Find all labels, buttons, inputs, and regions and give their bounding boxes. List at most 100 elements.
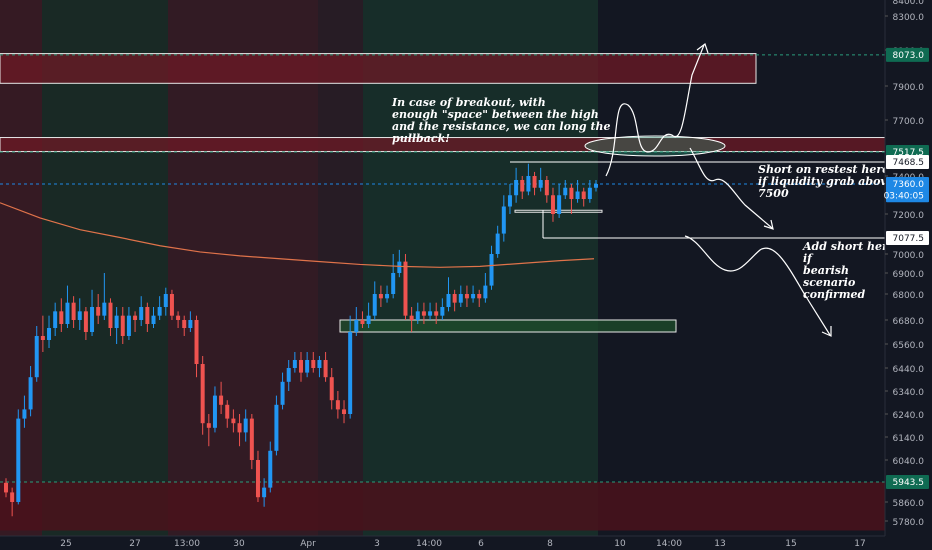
price-marker-label: 7360.0: [893, 180, 925, 190]
time-tick-label: 14:00: [416, 539, 442, 549]
candle-body: [40, 336, 45, 340]
candle-body: [415, 311, 420, 320]
add-short-note: Add short here if bearish scenario confirmed: [802, 240, 895, 301]
add-short-note-line: bearish: [803, 264, 849, 277]
price-tick-label: 6040.0: [893, 457, 925, 467]
candle-body: [452, 294, 457, 303]
candle-body: [348, 332, 353, 414]
price-tick-label: 7000.0: [893, 251, 925, 261]
breakout-arrowhead: [696, 43, 709, 54]
candle-body: [385, 294, 390, 299]
bottom-red-band: [0, 482, 885, 531]
short-note-line: if liquidity grab above: [758, 175, 894, 188]
candle-body: [102, 302, 107, 316]
breakout-note-line: enough "space" between the high: [392, 108, 599, 121]
candle-body: [108, 302, 113, 328]
breakout-arrow: [605, 44, 705, 177]
price-marker-label: 5943.5: [893, 478, 925, 488]
price-tick-label: 7200.0: [893, 211, 925, 221]
add-short-arrow: [684, 235, 831, 336]
candle-body: [514, 180, 519, 196]
candle-body: [231, 418, 236, 424]
time-tick-label: 3: [374, 539, 380, 549]
short-note: Short on restest here if liquidity grab a…: [758, 163, 894, 200]
session-band-2: [168, 0, 318, 536]
price-marker-bg: [886, 177, 929, 191]
price-marker-bg: [886, 155, 929, 169]
price-marker-label: 7517.5: [893, 148, 925, 158]
candle-body: [434, 311, 439, 316]
candle-body: [477, 294, 482, 299]
price-tick-label: 8300.0: [893, 13, 925, 23]
price-tick-label: 6340.0: [893, 388, 925, 398]
candle-body: [206, 423, 211, 428]
price-tick-label: 6900.0: [893, 270, 925, 280]
candle-body: [182, 320, 187, 328]
candle-body: [96, 307, 101, 316]
candle-body: [311, 360, 316, 368]
price-tick-label: 7700.0: [893, 117, 925, 127]
add-short-note-line: Add short here: [802, 240, 895, 253]
price-tick-label-top: 8400.0: [893, 0, 925, 7]
candle-body: [299, 360, 303, 373]
candle-body: [274, 404, 279, 451]
candle-body: [194, 320, 199, 364]
candle-body: [507, 195, 512, 207]
time-tick-label: 14:00: [656, 539, 682, 549]
short-note-line: Short on restest here: [758, 163, 889, 176]
candle-body: [292, 360, 297, 368]
short-arrow: [689, 147, 773, 229]
candle-body: [53, 311, 58, 328]
candle-body: [249, 418, 254, 460]
breakout-ellipse: [584, 135, 726, 157]
candle-body: [157, 307, 162, 316]
candle-body: [59, 311, 64, 324]
candle-body: [409, 315, 414, 320]
candle-body: [323, 360, 328, 378]
price-axis-panel: [885, 0, 932, 550]
candle-body: [28, 377, 33, 410]
candle-body: [569, 187, 574, 199]
time-tick-label: 25: [60, 539, 71, 549]
breakout-note-line: In case of breakout, with: [391, 96, 546, 109]
candle-body: [581, 191, 586, 199]
candle-body: [483, 285, 488, 299]
moving-average-line: [0, 202, 595, 268]
time-tick-label: 30: [233, 539, 245, 549]
add-short-note-line: confirmed: [803, 288, 865, 301]
candle-body: [489, 254, 494, 286]
candle-body: [342, 409, 347, 414]
candle-body: [520, 180, 525, 192]
candle-body: [268, 450, 273, 488]
time-axis-panel: [0, 536, 932, 550]
candle-body: [397, 261, 402, 273]
candle-body: [563, 187, 568, 196]
candle-body: [403, 261, 408, 316]
candle-body: [594, 184, 598, 188]
price-tick-label: 6140.0: [893, 434, 925, 444]
candle-body: [47, 328, 52, 340]
price-marker-bg: [886, 188, 929, 203]
candle-body: [305, 360, 310, 373]
candle-body: [169, 294, 174, 316]
price-marker-label: 8073.0: [893, 51, 925, 61]
candle-body: [587, 187, 592, 199]
candle-body: [421, 311, 426, 316]
candle-body: [83, 311, 88, 332]
session-band-1: [42, 0, 168, 536]
candle-body: [219, 395, 224, 405]
candle-body: [495, 233, 500, 254]
candle-body: [458, 294, 463, 303]
add-short-note-line: scenario: [803, 276, 855, 289]
candle-body: [65, 302, 70, 324]
candle-body: [243, 418, 248, 433]
candle-body: [22, 409, 27, 419]
candle-body: [77, 311, 82, 320]
candle-body: [114, 315, 119, 328]
price-marker-label: 7077.5: [893, 234, 925, 244]
candle-body: [329, 377, 334, 401]
candle-body: [526, 176, 531, 192]
candle-body: [225, 404, 230, 419]
candle-body: [151, 315, 156, 324]
